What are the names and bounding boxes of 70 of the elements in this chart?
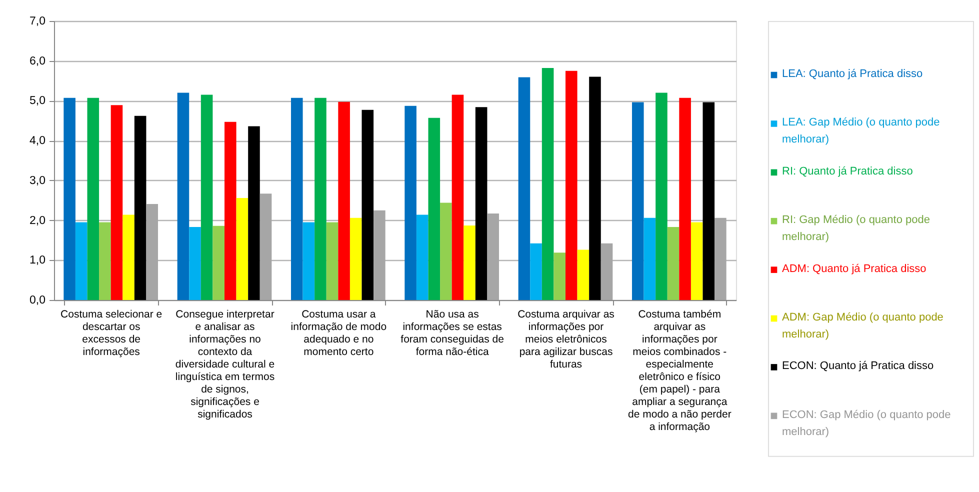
bar (577, 250, 590, 300)
bar (416, 214, 428, 300)
category-label: Consegue interpretar e analisar as informações no contexto da diversidade cultural e linguística em termos de signos, significações e significados (175, 308, 275, 420)
bar (475, 107, 488, 300)
legend-label: RI: Quanto já Pratica disso (782, 165, 913, 178)
bar (75, 222, 88, 300)
bar (290, 98, 303, 300)
bar (212, 226, 224, 300)
bar (487, 214, 500, 300)
bar (338, 102, 350, 300)
bar (554, 252, 566, 300)
bar (200, 94, 213, 300)
y-tick-label: 1,0 (30, 254, 46, 267)
bar (350, 218, 362, 300)
x-tick-label: Não usa as informações se estas foram conseguidas de forma não-ética (400, 308, 504, 358)
bar (110, 105, 123, 300)
bar (452, 94, 464, 300)
bar (248, 126, 260, 300)
legend-label: LEA: Gap Médio (o quanto pode melhorar) (782, 116, 940, 146)
legend-label: RI: Gap Médio (o quanto pode melhorar) (782, 214, 930, 244)
bar (679, 98, 691, 300)
bar (236, 198, 248, 300)
bar (690, 222, 703, 300)
bar (702, 102, 715, 300)
bar (656, 92, 668, 300)
y-tick-label: 7,0 (30, 16, 46, 28)
legend-label: ADM: Gap Médio (o quanto pode melhorar) (782, 312, 944, 340)
bar (632, 102, 644, 300)
bar (189, 227, 201, 300)
bar (667, 227, 680, 300)
y-tick-label: 2,0 (30, 214, 46, 227)
y-tick-label: 5,0 (30, 95, 46, 108)
bar (99, 222, 111, 300)
bar (122, 214, 134, 300)
bar (464, 225, 476, 300)
bar (644, 218, 656, 300)
bar (362, 110, 374, 300)
y-tick-label: 3,0 (30, 174, 46, 187)
bar (542, 68, 554, 300)
bar (224, 122, 236, 300)
bar (146, 204, 158, 300)
y-tick-label: 0,0 (30, 294, 46, 306)
bar (440, 202, 452, 300)
bar (589, 76, 601, 300)
bar (428, 118, 440, 300)
legend-label: ECON: Quanto já Pratica disso (782, 360, 934, 372)
bar (530, 243, 542, 300)
x-tick-label: Costuma selecionar e descartar os excessos de informações (60, 308, 162, 358)
bar (134, 116, 146, 300)
bar (260, 194, 272, 300)
y-tick-label: 6,0 (30, 55, 46, 68)
y-tick-label: 4,0 (30, 135, 46, 148)
bar (314, 98, 326, 300)
legend-label: ADM: Quanto já Pratica disso (782, 262, 926, 275)
bar (87, 98, 100, 300)
bar (374, 210, 386, 300)
x-tick-label: Costuma usar a informação de modo adequado e no momento certo (290, 308, 387, 358)
bar (64, 98, 76, 300)
bar (566, 70, 578, 300)
bar (302, 222, 315, 300)
bar (326, 222, 338, 300)
bar (518, 77, 530, 300)
x-tick-label: Costuma arquivar as informações por meios eletrônicos para agilizar buscas futuras (518, 308, 614, 370)
bar (714, 218, 726, 300)
bar (404, 106, 416, 300)
legend-label: LEA: Quanto já Pratica disso (782, 68, 923, 80)
category-label: Costuma também arquivar as informações por meios combinados - especialmente eletrônico e físico (em papel) - para ampliar a segurança de modo a não perder a informação (628, 308, 732, 433)
bar (177, 92, 190, 300)
legend-label: ECON: Gap Médio (o quanto pode melhorar) (782, 408, 951, 438)
bar (600, 243, 613, 300)
